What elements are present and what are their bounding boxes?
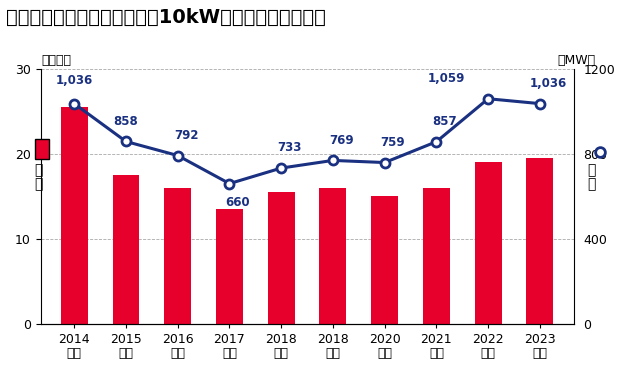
Text: 733: 733: [277, 141, 302, 154]
Bar: [164, 188, 191, 324]
Bar: [527, 158, 553, 324]
Bar: [474, 162, 501, 324]
Text: 1,036: 1,036: [530, 77, 567, 90]
Bar: [216, 209, 243, 324]
Text: 858: 858: [113, 115, 139, 128]
Text: 1,059: 1,059: [428, 72, 465, 85]
Bar: [423, 188, 450, 324]
Text: 759: 759: [381, 136, 405, 149]
Bar: [319, 188, 347, 324]
Text: 792: 792: [174, 129, 198, 142]
Text: 660: 660: [226, 196, 250, 209]
Text: （MW）: （MW）: [557, 54, 595, 68]
Text: 住宅用太陽光発電設備（出力10kW未満）の導入数推移: 住宅用太陽光発電設備（出力10kW未満）の導入数推移: [6, 8, 326, 27]
Bar: [60, 107, 88, 324]
Text: 件
数: 件 数: [35, 163, 43, 191]
Text: 769: 769: [329, 134, 353, 147]
Text: 1,036: 1,036: [55, 74, 93, 87]
Bar: [268, 192, 295, 324]
Text: （万件）: （万件）: [41, 54, 71, 68]
Text: 857: 857: [432, 115, 457, 128]
Bar: [113, 175, 139, 324]
Text: 容
量: 容 量: [587, 163, 595, 191]
Bar: [371, 196, 398, 324]
